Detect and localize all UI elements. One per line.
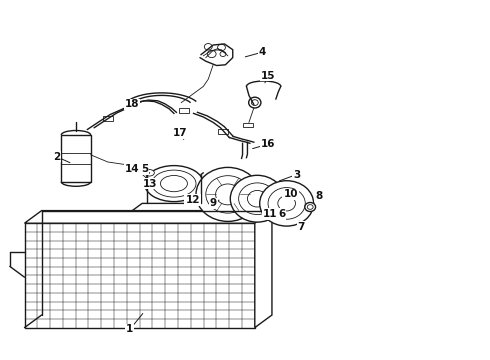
Text: 4: 4	[258, 47, 266, 57]
Text: 3: 3	[293, 170, 300, 180]
Ellipse shape	[220, 51, 226, 57]
Text: 10: 10	[283, 189, 298, 199]
Bar	[218, 129, 228, 134]
Polygon shape	[255, 211, 272, 328]
Ellipse shape	[196, 167, 260, 221]
Text: 1: 1	[126, 324, 133, 334]
Ellipse shape	[145, 166, 203, 202]
Ellipse shape	[305, 202, 316, 211]
Polygon shape	[132, 203, 289, 211]
Text: 7: 7	[297, 222, 305, 232]
Ellipse shape	[249, 97, 261, 108]
Text: 17: 17	[172, 128, 187, 138]
Text: 18: 18	[125, 99, 140, 109]
Text: 14: 14	[125, 164, 140, 174]
Text: 5: 5	[141, 164, 148, 174]
Text: 13: 13	[143, 179, 158, 189]
Ellipse shape	[207, 50, 216, 58]
Ellipse shape	[260, 181, 314, 226]
Text: 11: 11	[263, 209, 278, 219]
Ellipse shape	[230, 175, 284, 222]
Text: 2: 2	[53, 152, 60, 162]
Text: 9: 9	[210, 198, 217, 208]
Ellipse shape	[145, 170, 154, 176]
Bar	[179, 108, 189, 113]
Bar	[103, 116, 113, 121]
Ellipse shape	[218, 44, 225, 51]
Text: 6: 6	[278, 209, 285, 219]
Bar	[243, 123, 253, 127]
Bar	[61, 135, 91, 182]
Text: 8: 8	[315, 191, 322, 201]
Ellipse shape	[204, 44, 212, 50]
Polygon shape	[24, 211, 272, 223]
Polygon shape	[24, 223, 255, 328]
Text: 15: 15	[261, 71, 276, 81]
Text: 12: 12	[185, 195, 200, 205]
Text: 16: 16	[261, 139, 276, 149]
